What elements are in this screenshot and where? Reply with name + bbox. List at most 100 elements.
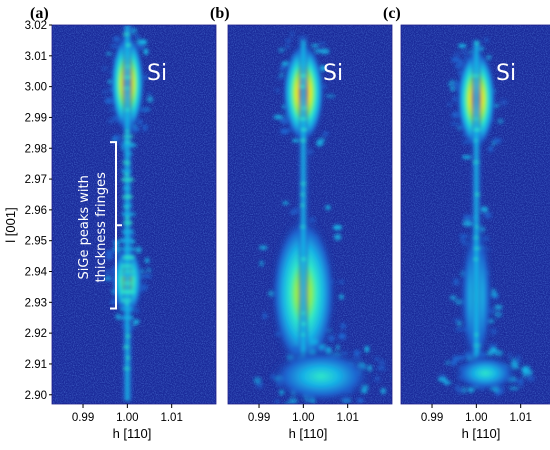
peak-halo-speckle bbox=[462, 220, 473, 227]
panels: (a) Si SiGe peaks with thickness fringes 0.9… bbox=[25, 5, 550, 441]
peak-halo-speckle bbox=[262, 312, 268, 320]
x-tick-label: 0.99 bbox=[248, 412, 270, 424]
peak-halo-speckle bbox=[483, 212, 492, 219]
peak-halo-speckle bbox=[497, 118, 504, 124]
x-tick-label: 0.99 bbox=[421, 412, 443, 424]
peak-halo-speckle bbox=[525, 375, 535, 382]
peak-halo-speckle bbox=[460, 237, 465, 244]
si-peak-label: Si bbox=[323, 61, 343, 86]
peak-halo-speckle bbox=[452, 355, 462, 362]
peak-halo-speckle bbox=[289, 31, 295, 37]
peak-halo-speckle bbox=[258, 245, 268, 250]
y-tick-label: 2.97 bbox=[25, 174, 47, 186]
peak-halo-speckle bbox=[454, 64, 463, 69]
y-tick-label: 3.01 bbox=[25, 51, 47, 63]
peak-halo-speckle bbox=[522, 365, 531, 369]
peak-halo-speckle bbox=[450, 360, 457, 367]
peak-halo-speckle bbox=[104, 269, 114, 276]
streak-spot bbox=[473, 128, 481, 132]
streak-spot bbox=[473, 139, 478, 142]
streak-spot bbox=[122, 367, 131, 370]
streak-spot bbox=[300, 193, 306, 196]
thickness-fringe bbox=[120, 298, 133, 303]
streak-spot bbox=[122, 32, 131, 36]
peak-halo-speckle bbox=[514, 358, 522, 364]
thickness-fringe bbox=[119, 290, 136, 294]
panel-letter: (b) bbox=[210, 5, 230, 22]
panel-frame bbox=[227, 24, 393, 405]
peak-halo-speckle bbox=[322, 131, 329, 137]
y-tick-label: 2.99 bbox=[25, 112, 47, 124]
peak-halo-speckle bbox=[488, 145, 494, 153]
peak-halo-speckle bbox=[447, 102, 452, 107]
peak-halo-speckle bbox=[297, 35, 308, 41]
peak-halo-speckle bbox=[461, 386, 467, 394]
streak-spot bbox=[475, 42, 480, 45]
panel-letter: (a) bbox=[30, 5, 49, 22]
streak-spot bbox=[474, 333, 479, 336]
peak-halo-speckle bbox=[488, 343, 498, 349]
thickness-fringe bbox=[122, 134, 135, 139]
peak-halo-speckle bbox=[309, 339, 319, 345]
peak-halo-speckle bbox=[107, 119, 115, 124]
y-tick-label: 2.94 bbox=[25, 267, 48, 279]
thickness-fringe bbox=[120, 272, 136, 277]
diffuse-tail bbox=[451, 354, 519, 392]
peak-halo-speckle bbox=[102, 66, 108, 71]
peak-halo-speckle bbox=[325, 94, 336, 98]
peak-halo-speckle bbox=[291, 346, 300, 354]
streak-spot bbox=[301, 257, 306, 261]
panel-a: (a) Si SiGe peaks with thickness fringes 0.9… bbox=[25, 5, 217, 441]
peak-halo-speckle bbox=[275, 88, 280, 93]
peak-halo-speckle bbox=[102, 90, 107, 95]
peak-halo-speckle bbox=[318, 41, 326, 46]
streak-spot bbox=[125, 356, 131, 360]
peak-halo-speckle bbox=[105, 52, 113, 56]
streak-spot bbox=[300, 333, 306, 336]
peak-halo-speckle bbox=[376, 365, 387, 371]
y-tick-label: 2.95 bbox=[25, 236, 47, 248]
peak-halo-speckle bbox=[489, 348, 499, 353]
streak-spot bbox=[124, 65, 132, 68]
peak-halo-speckle bbox=[443, 381, 452, 385]
streak-spot bbox=[125, 216, 130, 219]
peak-halo-speckle bbox=[284, 402, 290, 404]
y-tick-label: 2.91 bbox=[25, 359, 47, 371]
peak-halo-speckle bbox=[499, 99, 508, 106]
x-tick-label: 1.01 bbox=[160, 412, 182, 424]
si-peak-label: Si bbox=[147, 61, 167, 86]
y-tick-label: 2.98 bbox=[25, 143, 47, 155]
thickness-fringe bbox=[121, 195, 134, 199]
streak-spot bbox=[123, 86, 131, 90]
peak-halo-speckle bbox=[112, 134, 121, 142]
peak-halo-speckle bbox=[507, 352, 513, 360]
thickness-fringe bbox=[120, 212, 137, 216]
streak-spot bbox=[301, 322, 306, 326]
peak-halo-speckle bbox=[484, 37, 489, 44]
annotation-line: thickness fringes bbox=[94, 172, 109, 283]
peak-halo-speckle bbox=[133, 319, 140, 324]
thickness-fringe bbox=[118, 307, 134, 311]
peak-halo-speckle bbox=[290, 209, 297, 216]
panel-letter: (c) bbox=[383, 5, 401, 22]
peak-halo-speckle bbox=[282, 201, 289, 205]
x-axis-label: h [110] bbox=[289, 426, 328, 441]
peak-halo-speckle bbox=[453, 51, 461, 57]
annotation-text-group: SiGe peaks with thickness fringes bbox=[77, 172, 109, 283]
thickness-fringe bbox=[120, 169, 132, 173]
heatmap-area bbox=[228, 25, 392, 410]
peak-halo-speckle bbox=[285, 38, 292, 43]
peak-halo-speckle bbox=[334, 407, 343, 410]
peak-halo-speckle bbox=[338, 332, 347, 340]
peak-halo-speckle bbox=[516, 355, 521, 360]
peak-halo-speckle bbox=[523, 369, 533, 376]
streak-spot bbox=[124, 302, 130, 306]
heatmap-area bbox=[401, 25, 550, 404]
peak-halo-speckle bbox=[146, 267, 152, 273]
x-tick-label: 1.01 bbox=[509, 412, 531, 424]
panel-b: (b) Si 0.99 1.00 1.01 h [110] bbox=[210, 5, 393, 441]
peak-halo-speckle bbox=[144, 257, 150, 264]
streak-spot bbox=[473, 257, 479, 261]
thickness-fringe bbox=[120, 264, 133, 268]
